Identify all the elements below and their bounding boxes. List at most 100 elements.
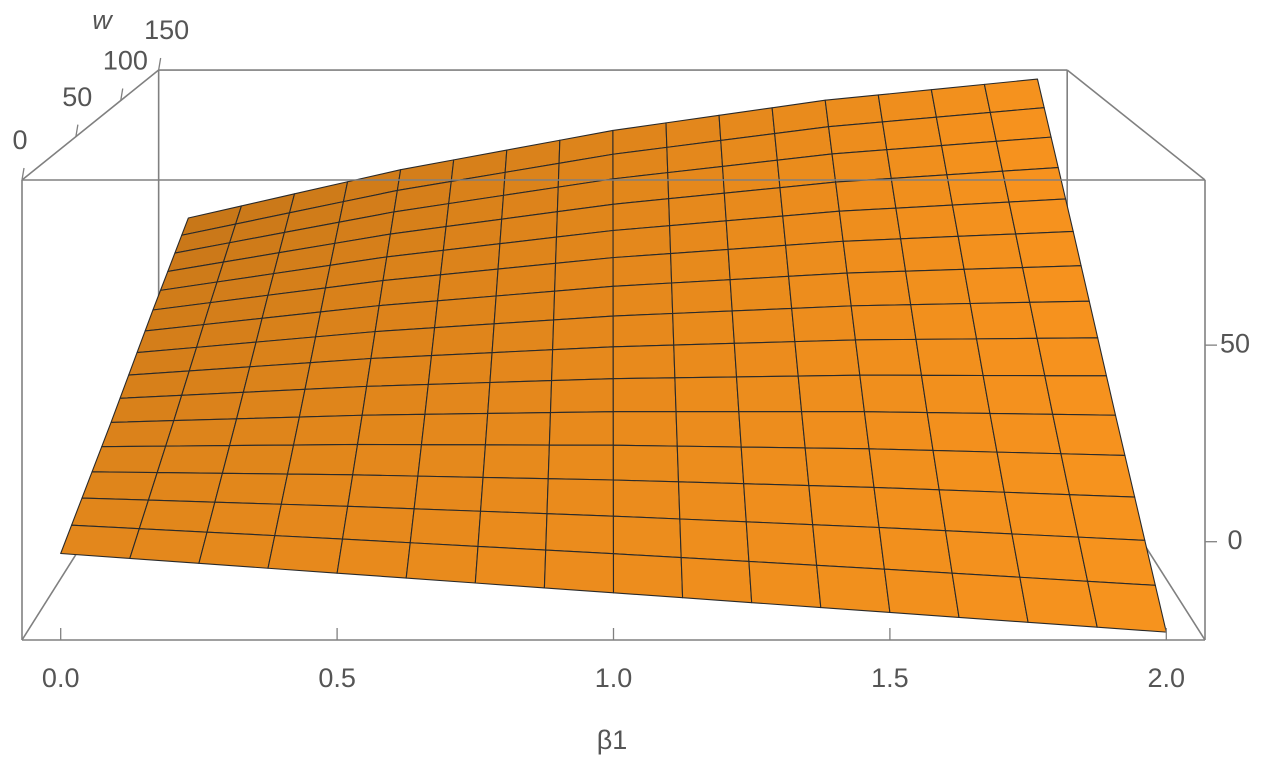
x-tick-label: 1.0 [595,663,633,693]
x-tick-label: 1.5 [871,663,909,693]
surface-patch [81,471,158,501]
surface-patch [788,272,852,309]
surface-patch [1052,413,1126,456]
surface-patch [119,370,190,399]
surface-patch [477,510,548,551]
surface-patch [298,385,368,418]
surface-patch [413,475,484,512]
surface-patch [138,499,216,533]
surface-patch [545,513,615,555]
surface-patch [801,411,870,450]
surface-patch [725,215,787,250]
surface-patch [672,310,735,346]
surface-patch [1019,576,1098,628]
surface-patch [474,545,547,589]
surface-patch [938,489,1013,535]
surface-patch [612,553,684,599]
surface-patch [489,349,554,384]
surface-patch [249,336,317,368]
surface-patch [552,315,614,351]
surface-patch [304,357,372,390]
surface-patch [1060,453,1136,498]
surface-patch [1015,230,1082,269]
surface-patch [1003,491,1079,538]
surface-patch [905,268,971,306]
surface-patch [612,515,682,559]
x-tick-label: 0.5 [318,663,356,693]
surface-patch [748,560,822,609]
surface-patch [671,279,733,315]
surface-patch [309,331,376,364]
w-tick-label: 150 [144,15,189,45]
surface-patch [727,244,790,281]
x-tick-label: 2.0 [1148,663,1186,693]
surface-patch [1068,494,1146,541]
surface-patch [828,121,888,155]
box-edge [1066,69,1206,181]
w-tick [75,124,79,137]
surface-patch [110,394,183,423]
surface-patch [274,503,349,540]
surface-patch [859,374,928,414]
surface-patch [156,445,231,474]
surface-patch [989,107,1052,142]
surface-patch [236,388,306,420]
surface-patch [482,444,550,480]
surface-patch [854,338,923,376]
surface-patch [181,366,251,396]
surface-patch [878,526,953,574]
surface-patch [267,535,344,574]
surface-patch [886,144,948,180]
surface-patch [969,301,1038,340]
surface-patch [612,312,675,348]
surface-patch [677,481,747,523]
surface-patch [868,448,940,491]
surface-patch [129,528,208,564]
surface-patch [932,449,1005,493]
surface-patch [420,412,489,446]
surface-patch [612,252,673,287]
surface-patch [1002,166,1067,203]
surface-patch [951,572,1029,623]
surface-patch [910,302,978,340]
surface-patch [612,411,678,447]
surface-patch [797,374,865,413]
surface-patch [791,305,856,343]
surface-patch [731,307,796,344]
surface-patch [881,116,943,151]
surface-patch [366,355,433,387]
surface-patch [612,444,680,483]
surface-patch [779,181,840,217]
z-tick-label: 0 [1227,525,1242,555]
surface-patch [976,337,1046,377]
surface-patch [863,411,934,452]
surface-patch [612,198,671,232]
surface-patch [1087,580,1167,633]
surface-patch [675,411,742,448]
surface-patch [543,549,615,594]
surface-patch [995,136,1059,172]
surface-patch [165,418,238,447]
surface-patch [804,447,875,488]
surface-patch [668,192,727,227]
surface-patch [935,111,997,147]
surface-patch [434,295,497,329]
surface-patch [173,391,244,422]
surface-patch [336,538,411,579]
surface-patch [427,352,493,385]
surface-patch [405,542,479,584]
surface-patch [743,483,814,526]
surface-patch [963,266,1031,305]
surface-patch [554,257,614,292]
surface-patch [60,524,140,559]
surface-patch [430,323,495,357]
surface-patch [1011,533,1089,582]
surface-patch [850,304,917,341]
surface-patch [347,474,419,510]
surface-patch [680,557,753,604]
surface-patch [341,505,415,544]
surface-patch [409,508,482,547]
surface-patch [670,248,731,284]
surface-patch [735,375,803,413]
